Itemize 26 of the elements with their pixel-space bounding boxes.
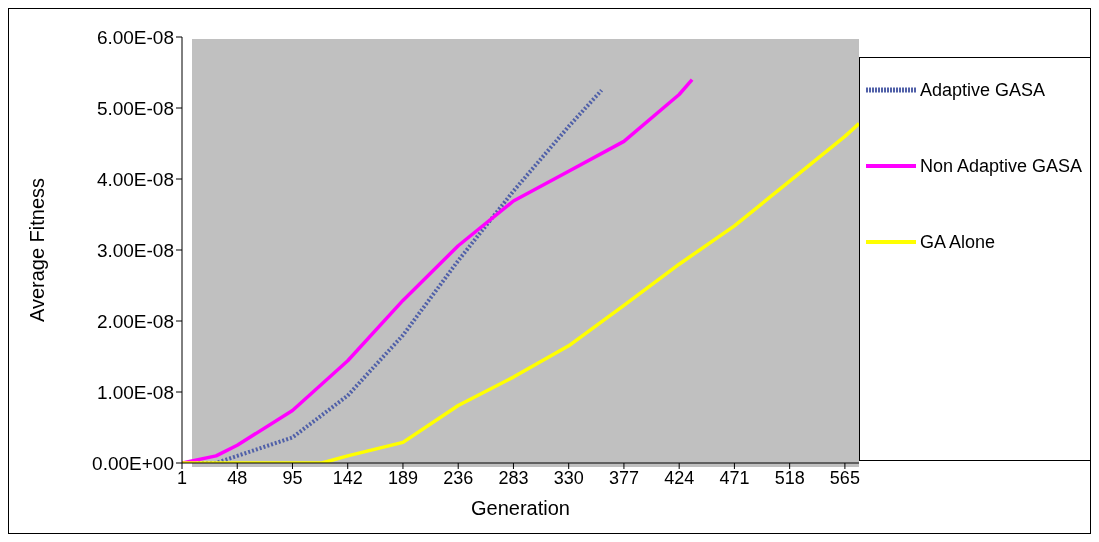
x-tick-label: 565 xyxy=(829,467,860,488)
x-tick-label: 189 xyxy=(387,467,418,488)
x-tick-label: 236 xyxy=(443,467,474,488)
y-tick-label: 6.00E-08 xyxy=(96,26,174,48)
line-series xyxy=(182,77,694,463)
x-axis-title: Generation xyxy=(471,497,570,519)
y-tick-label: 2.00E-08 xyxy=(96,310,174,332)
x-tick-label: 48 xyxy=(227,467,248,488)
x-tick-label: 330 xyxy=(553,467,584,488)
x-tick-label: 95 xyxy=(282,467,303,488)
legend-label: Adaptive GASA xyxy=(920,79,1047,102)
x-tick-label: 283 xyxy=(498,467,529,488)
x-tick-label: 471 xyxy=(719,467,750,488)
y-tick-label: 5.00E-08 xyxy=(96,97,174,119)
y-tick-label: 0.00E+00 xyxy=(92,452,174,474)
x-tick-label: 377 xyxy=(608,467,639,488)
y-tick-label: 1.00E-08 xyxy=(96,381,174,403)
legend-label: Non Adaptive GASA xyxy=(920,155,1084,178)
x-tick-label: 142 xyxy=(332,467,363,488)
x-tick-label: 424 xyxy=(664,467,695,488)
y-tick-label: 3.00E-08 xyxy=(96,239,174,261)
y-axis-title: Average Fitness xyxy=(26,177,49,323)
x-tick-label: 1 xyxy=(176,467,188,488)
y-tick-label: 4.00E-08 xyxy=(96,168,174,190)
legend-label: GA Alone xyxy=(920,231,997,254)
x-tick-label: 518 xyxy=(774,467,805,488)
